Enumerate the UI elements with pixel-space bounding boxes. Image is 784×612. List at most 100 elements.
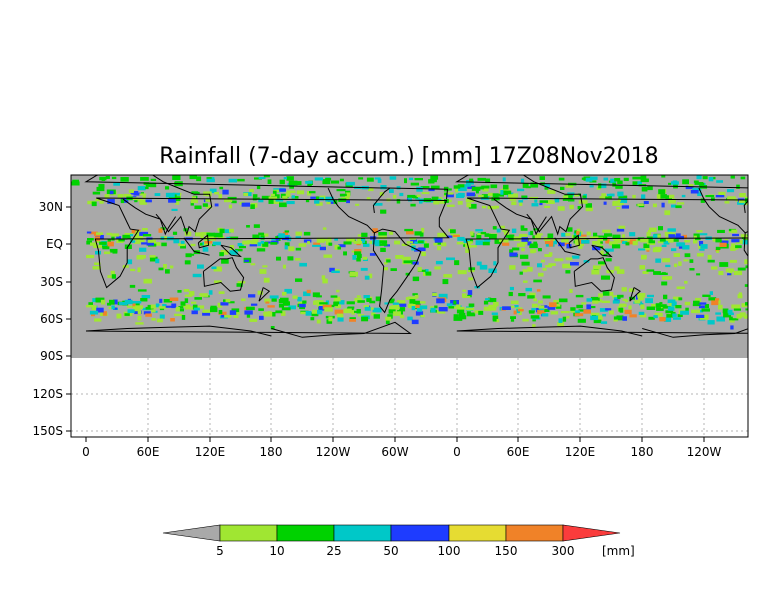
rain-cell	[180, 244, 186, 249]
rain-cell	[389, 189, 394, 193]
rain-cell	[282, 301, 290, 306]
rain-cell	[343, 241, 352, 245]
rain-cell	[598, 293, 603, 298]
rain-cell	[87, 200, 96, 205]
rain-cell	[716, 180, 723, 183]
rain-cell	[135, 322, 144, 325]
rain-cell	[200, 294, 209, 297]
rain-cell	[510, 300, 519, 305]
rain-cell	[303, 231, 311, 236]
rain-cell	[411, 319, 419, 325]
rain-cell	[396, 300, 406, 304]
rain-cell	[241, 202, 250, 207]
rain-cell	[126, 305, 135, 308]
rain-cell	[660, 194, 667, 199]
rain-cell	[676, 242, 686, 247]
rain-cell	[663, 239, 670, 245]
rain-cell	[141, 295, 151, 299]
rain-cell	[585, 206, 593, 212]
rain-cell	[319, 246, 326, 251]
coastline	[94, 197, 450, 289]
coastline	[629, 287, 641, 302]
rain-cell	[231, 308, 240, 313]
rain-cell	[646, 306, 656, 310]
rain-cell	[248, 294, 256, 298]
rain-cell	[96, 307, 104, 313]
rain-cell	[312, 244, 321, 247]
colorbar-label: 50	[383, 544, 398, 558]
rain-cell	[561, 232, 566, 237]
rain-cell	[94, 262, 101, 265]
rain-cell	[151, 318, 156, 321]
rain-cell	[717, 229, 725, 233]
rain-cell	[669, 194, 675, 199]
rain-cell	[136, 255, 144, 260]
rain-cell	[576, 231, 580, 235]
rain-cell	[723, 312, 732, 318]
rain-cell	[262, 265, 268, 268]
rain-cell	[699, 305, 705, 309]
rain-cell	[612, 201, 621, 206]
rain-cell	[693, 239, 698, 244]
rain-cell	[538, 305, 545, 309]
rain-cell	[415, 311, 424, 316]
rain-cell	[684, 240, 691, 243]
rain-cell	[522, 318, 529, 322]
rain-cell	[491, 312, 498, 315]
rain-cell	[194, 297, 202, 300]
rain-cell	[666, 314, 673, 318]
rain-cell	[220, 250, 229, 255]
rain-cell	[351, 310, 355, 315]
rain-cell	[375, 296, 381, 302]
rain-cell	[210, 307, 218, 313]
rain-cell	[298, 301, 305, 305]
rain-cell	[410, 239, 417, 244]
rain-cell	[685, 185, 694, 190]
rain-cell	[530, 230, 534, 236]
rain-cell	[467, 241, 473, 244]
rain-cell	[419, 305, 428, 310]
rain-cell	[110, 270, 115, 275]
rain-cell	[237, 243, 244, 247]
rain-cell	[500, 190, 507, 195]
rain-cell	[109, 299, 115, 305]
rain-cell	[173, 194, 177, 199]
coastline	[258, 287, 271, 302]
rain-cell	[701, 308, 710, 312]
rain-cell	[561, 242, 570, 246]
rain-cell	[629, 296, 635, 300]
coastline	[155, 213, 177, 236]
rain-cell	[276, 256, 281, 261]
rain-cell	[483, 238, 491, 242]
rain-cell	[494, 319, 500, 323]
rain-cell	[534, 234, 541, 240]
rain-cell	[645, 298, 653, 304]
rain-cell	[536, 233, 543, 236]
coastline	[122, 175, 213, 236]
rain-cell	[314, 177, 323, 181]
rain-cell	[601, 275, 610, 280]
rain-cell	[86, 304, 95, 308]
rain-cell	[577, 206, 581, 210]
rain-cell	[566, 315, 570, 319]
x-tick-label: 120E	[195, 445, 226, 459]
rain-cell	[271, 201, 280, 204]
rain-cell	[175, 307, 180, 312]
rain-cell	[566, 244, 572, 249]
rain-cell	[558, 242, 565, 247]
rain-cell	[202, 312, 211, 316]
rain-cell	[302, 300, 307, 304]
rain-cell	[282, 195, 288, 200]
rain-cell	[733, 308, 741, 311]
colorbar-segment	[276, 524, 335, 542]
rain-cell	[517, 188, 525, 192]
rain-cell	[87, 238, 94, 241]
rain-cell	[354, 249, 362, 253]
rain-cell	[565, 257, 573, 261]
rain-cell	[468, 267, 476, 271]
rain-cell	[260, 235, 265, 238]
rain-cell	[538, 300, 543, 304]
rain-cell	[161, 242, 167, 247]
rain-cell	[612, 300, 620, 304]
rain-cell	[326, 319, 333, 324]
